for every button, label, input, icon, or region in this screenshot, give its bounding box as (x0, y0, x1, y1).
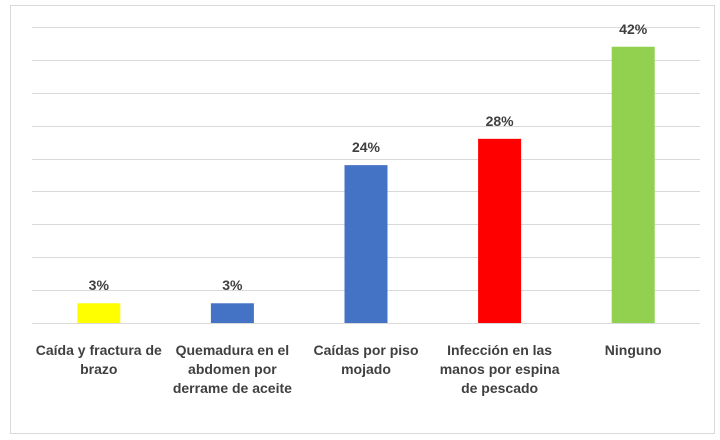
value-label: 42% (619, 20, 648, 37)
x-tick-label: Ninguno (604, 342, 662, 358)
value-label: 3% (88, 277, 109, 294)
value-label: 3% (222, 277, 243, 294)
x-tick-label: Caídas por piso mojado (313, 342, 419, 377)
bar (478, 138, 522, 323)
bar (210, 303, 254, 323)
x-tick-label: Infección en las manos por espina de pes… (439, 342, 560, 396)
x-tick-label: Caída y fractura de brazo (35, 342, 162, 377)
bar (344, 165, 388, 323)
bar (77, 303, 121, 323)
bar (611, 46, 655, 323)
value-label: 24% (351, 139, 381, 156)
x-tick-label: Quemadura en el abdomen por derrame de a… (172, 342, 292, 396)
value-label: 28% (485, 112, 514, 129)
